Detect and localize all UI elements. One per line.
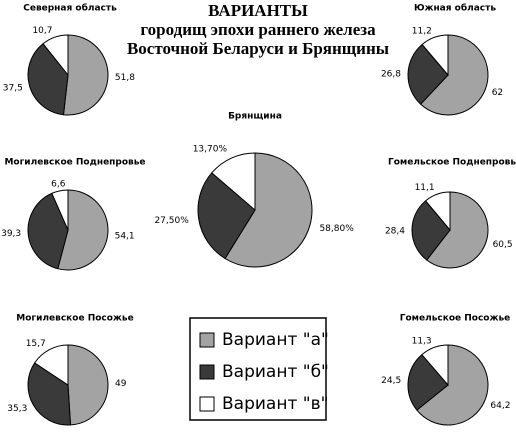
legend-label: Вариант "б"	[222, 362, 329, 382]
pie-slice	[67, 344, 109, 426]
pie-slice	[416, 344, 489, 426]
value-label: 27,50%	[154, 216, 189, 226]
pie-slice	[27, 362, 72, 426]
value-label: 64,2	[490, 401, 510, 411]
value-label: 11,2	[412, 26, 432, 36]
value-label: 24,5	[381, 376, 401, 386]
value-label: 26,8	[381, 69, 401, 79]
legend-swatch	[199, 396, 215, 412]
legend-label: Вариант "а"	[222, 330, 329, 350]
value-label: 15,7	[26, 339, 46, 349]
value-label: 37,5	[3, 83, 23, 93]
value-label: 54,1	[115, 232, 135, 242]
value-label: 49	[115, 379, 127, 389]
pie-slice	[421, 34, 449, 77]
pie-slice	[426, 191, 489, 269]
value-label: 10,7	[32, 26, 52, 36]
pie-slice	[42, 34, 69, 77]
pie-title: Гомельское Посожье	[400, 314, 511, 324]
pie-slice	[419, 34, 489, 116]
value-label: 39,3	[1, 229, 21, 239]
value-label: 35,3	[7, 404, 27, 414]
legend-label: Вариант "в"	[222, 394, 328, 414]
pie-slice	[407, 353, 449, 411]
value-label: 6,6	[51, 180, 66, 190]
pie-slice	[197, 172, 256, 260]
pie-slice	[62, 34, 109, 116]
pie-slice	[421, 344, 449, 387]
pie-title: Могилевское Поднепровье	[4, 158, 145, 168]
pie-slice	[424, 191, 451, 232]
pie-slice	[411, 200, 451, 261]
pie-slice	[27, 43, 69, 116]
pie-slice	[33, 344, 69, 386]
pie-slice	[27, 192, 69, 270]
value-label: 28,4	[385, 226, 405, 236]
title-line: городищ эпохи раннего железа	[140, 20, 376, 39]
value-label: 58,80%	[319, 224, 354, 234]
value-label: 62	[492, 88, 503, 98]
pie-title: Южная область	[414, 3, 496, 14]
value-label: 11,1	[415, 183, 435, 193]
pie-slice	[407, 43, 449, 105]
pie-slice	[51, 189, 69, 231]
value-label: 11,3	[412, 336, 432, 346]
value-label: 51,8	[115, 73, 135, 83]
value-label: 13,70%	[193, 145, 228, 155]
pie-title: Брянщина	[228, 112, 282, 122]
pie-slice	[224, 152, 313, 268]
legend-swatch	[199, 332, 215, 348]
pie-slice	[211, 152, 256, 212]
legend-swatch	[199, 364, 215, 380]
pie-title: Гомельское Поднепровь	[388, 158, 516, 168]
pie-slice	[57, 189, 109, 271]
title-line: Восточной Беларуси и Брянщины	[127, 39, 389, 58]
value-label: 60,5	[493, 240, 513, 250]
pie-title: Могилевское Посожье	[16, 314, 133, 324]
pie-title: Северная область	[23, 3, 117, 14]
title-line: ВАРИАНТЫ	[208, 1, 308, 20]
